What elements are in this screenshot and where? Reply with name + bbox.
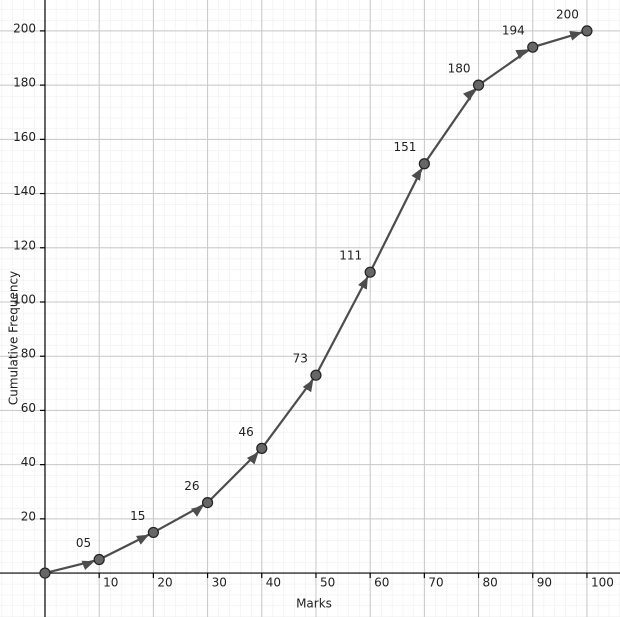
data-label: 111 [339,249,362,263]
y-tick-label: 200 [13,21,36,35]
x-axis-label: Marks [296,597,332,611]
data-point [201,497,214,509]
data-point [147,526,159,539]
data-label: 05 [76,536,91,550]
y-tick-label: 120 [13,238,36,252]
data-label: 151 [393,140,416,154]
data-label: 73 [293,352,308,366]
data-point [256,442,268,454]
data-point [93,553,105,566]
data-label: 180 [448,62,471,76]
data-label: 46 [238,425,253,439]
y-tick-label: 40 [21,455,36,469]
y-tick-label: 140 [13,184,36,198]
data-label: 200 [556,7,579,21]
y-tick-label: 100 [13,292,36,306]
x-tick-label: 80 [483,576,498,590]
x-tick-label: 70 [428,576,443,590]
x-tick-label: 40 [266,576,281,590]
data-point [418,158,430,170]
x-tick-label: 90 [537,576,552,590]
data-point [527,41,539,53]
x-tick-label: 60 [374,576,389,590]
x-tick-label: 50 [320,576,335,590]
y-tick-label: 60 [21,401,36,415]
y-tick-label: 160 [13,130,36,144]
x-tick-label: 10 [103,576,118,590]
data-point [581,25,593,37]
x-tick-label: 30 [212,576,227,590]
y-tick-label: 180 [13,76,36,90]
x-tick-label: 100 [591,576,614,590]
y-tick-label: 80 [21,347,36,361]
data-label: 26 [184,479,199,493]
y-tick-label: 20 [21,509,36,523]
data-label: 15 [130,509,145,523]
x-tick-label: 20 [157,576,172,590]
data-point [310,369,322,381]
data-label: 194 [502,24,525,38]
y-axis-label: Cumulative Frequency [7,271,21,405]
data-point [39,567,51,579]
data-point [472,79,485,91]
data-point [364,266,376,278]
